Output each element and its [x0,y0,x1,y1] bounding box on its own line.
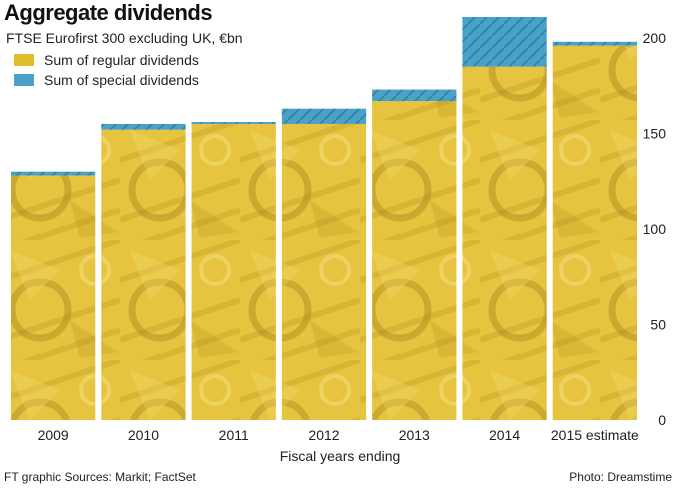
bar-regular-2011 [191,123,276,420]
x-axis-title: Fiscal years ending [279,448,401,464]
y-tick-label: 0 [658,412,666,428]
x-tick-label: 2014 [489,427,520,443]
x-tick-label: 2009 [38,427,69,443]
x-tick-label: 2012 [308,427,339,443]
bar-special-2013 [372,89,457,102]
legend-label-regular: Sum of regular dividends [44,52,199,68]
bar-regular-2012 [281,123,367,420]
chart-subtitle: FTSE Eurofirst 300 excluding UK, €bn [6,30,243,46]
y-tick-label: 200 [643,30,667,46]
legend-item-special: Sum of special dividends [14,72,199,88]
y-tick-label: 100 [643,221,667,237]
x-tick-label: 2015 estimate [551,427,639,443]
bar-special-2012 [281,108,367,124]
legend-swatch-regular [14,54,34,66]
x-tick-label: 2010 [128,427,159,443]
source-note: FT graphic Sources: Markit; FactSet [4,470,196,484]
photo-credit: Photo: Dreamstime [569,470,672,484]
bar-special-2014 [462,16,547,67]
bar-special-2011 [191,122,276,124]
y-axis: 0 50 100 150 200 [643,30,667,428]
bar-special-2010 [101,123,186,130]
bar-regular-2014 [462,66,547,421]
bar-special-2015-estimate [552,41,637,46]
x-tick-label: 2011 [219,427,249,443]
x-tick-label: 2013 [399,427,430,443]
bars-group [11,16,637,421]
legend-item-regular: Sum of regular dividends [14,52,199,68]
legend-swatch-special [14,74,34,86]
y-tick-label: 150 [643,126,667,142]
chart-title: Aggregate dividends [4,0,213,25]
x-axis: 2009 2010 2011 2012 2013 2014 2015 estimate [38,427,639,443]
bar-regular-2015-estimate [552,45,637,420]
bar-regular-2013 [372,101,457,420]
bar-regular-2010 [101,129,186,420]
bar-regular-2009 [11,175,96,420]
bar-special-2009 [11,171,96,176]
legend-label-special: Sum of special dividends [44,72,199,88]
y-tick-label: 50 [650,317,666,333]
